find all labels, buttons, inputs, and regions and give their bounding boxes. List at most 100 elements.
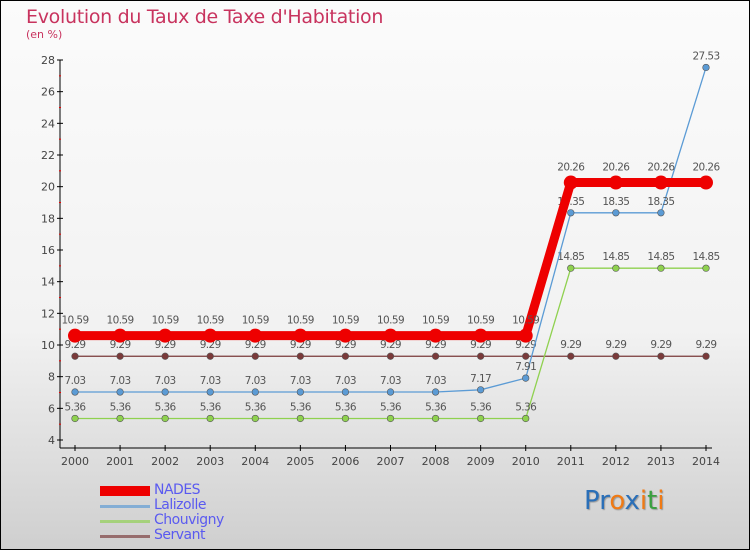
x-tick-label: 2012 bbox=[602, 455, 630, 468]
data-label: 20.26 bbox=[557, 162, 585, 174]
data-point bbox=[563, 175, 578, 190]
series-nades: 10.59 10.59 10.59 10.59 10.59 10.59 10.59 10.59… bbox=[61, 162, 721, 343]
data-point bbox=[612, 352, 620, 360]
data-point bbox=[383, 328, 398, 343]
data-point bbox=[71, 352, 79, 360]
x-tick-label: 2009 bbox=[467, 455, 495, 468]
data-label: 9.29 bbox=[515, 339, 536, 351]
series-chouvigny: 5.36 5.36 5.36 5.36 5.36 5.36 5.36 5.36 5.36 5.36… bbox=[65, 251, 720, 423]
data-point bbox=[206, 414, 214, 423]
data-label: 7.03 bbox=[335, 375, 356, 387]
data-point bbox=[248, 328, 263, 343]
x-tick-label: 2010 bbox=[512, 455, 540, 468]
legend-swatch bbox=[100, 519, 150, 523]
x-tick-label: 2005 bbox=[286, 455, 314, 468]
data-label: 7.03 bbox=[380, 375, 401, 387]
legend-swatch bbox=[100, 504, 150, 508]
data-point bbox=[567, 352, 575, 360]
data-point bbox=[206, 388, 214, 396]
data-label: 9.29 bbox=[65, 339, 86, 351]
chart-subtitle: (en %) bbox=[26, 28, 63, 41]
data-label: 18.35 bbox=[602, 196, 629, 208]
x-tick-label: 2006 bbox=[331, 455, 359, 468]
legend-swatch bbox=[100, 486, 150, 496]
data-point bbox=[341, 388, 350, 396]
data-label: 9.29 bbox=[110, 339, 131, 351]
x-tick-label: 2002 bbox=[151, 455, 179, 468]
data-label: 10.59 bbox=[61, 315, 88, 327]
data-label: 10.59 bbox=[422, 315, 449, 327]
data-point bbox=[657, 209, 665, 217]
y-tick-label: 24 bbox=[41, 117, 55, 130]
data-label: 9.29 bbox=[335, 339, 356, 351]
data-point bbox=[116, 414, 124, 423]
data-label: 9.29 bbox=[650, 339, 671, 351]
data-label: 14.85 bbox=[692, 251, 719, 263]
legend-label: Chouvigny bbox=[154, 512, 224, 528]
data-point bbox=[386, 414, 395, 423]
data-point bbox=[567, 264, 575, 272]
data-label: 20.26 bbox=[647, 162, 675, 174]
data-point bbox=[113, 328, 128, 343]
data-point bbox=[522, 414, 530, 423]
x-tick-label: 2007 bbox=[377, 455, 405, 468]
proxiti-logo: Proxiti bbox=[584, 486, 665, 516]
data-point bbox=[203, 328, 218, 343]
chart-title: Evolution du Taux de Taxe d'Habitation bbox=[26, 6, 384, 28]
data-label: 5.36 bbox=[245, 401, 267, 413]
data-point bbox=[702, 264, 710, 272]
data-point bbox=[431, 352, 440, 360]
x-tick-label: 2013 bbox=[647, 455, 675, 468]
data-label: 5.36 bbox=[65, 401, 87, 413]
data-label: 10.59 bbox=[197, 315, 224, 327]
data-label: 7.03 bbox=[290, 375, 311, 387]
data-label: 27.53 bbox=[692, 50, 719, 62]
y-tick-label: 16 bbox=[41, 244, 55, 257]
data-label: 9.29 bbox=[290, 339, 311, 351]
data-label: 5.36 bbox=[110, 401, 132, 413]
data-point bbox=[657, 264, 665, 272]
data-point bbox=[428, 328, 443, 343]
y-tick-label: 22 bbox=[41, 149, 55, 162]
data-label: 14.85 bbox=[602, 251, 629, 263]
data-point bbox=[608, 175, 623, 190]
data-label: 7.03 bbox=[245, 375, 266, 387]
data-point bbox=[657, 352, 665, 360]
data-label: 9.29 bbox=[155, 339, 176, 351]
data-point bbox=[653, 175, 668, 190]
data-label: 7.03 bbox=[110, 375, 131, 387]
x-tick-label: 2000 bbox=[61, 455, 89, 468]
data-point bbox=[68, 328, 82, 343]
data-point bbox=[296, 388, 304, 396]
data-point bbox=[206, 352, 214, 360]
data-point bbox=[341, 414, 350, 423]
data-point bbox=[161, 352, 169, 360]
data-point bbox=[158, 328, 173, 343]
data-point bbox=[116, 352, 124, 360]
data-label: 10.59 bbox=[377, 315, 404, 327]
data-point bbox=[477, 386, 485, 394]
data-point bbox=[386, 388, 395, 396]
data-label: 7.91 bbox=[515, 361, 536, 373]
data-point bbox=[699, 175, 713, 190]
data-label: 5.36 bbox=[470, 401, 492, 413]
data-point bbox=[518, 328, 533, 343]
data-point bbox=[431, 388, 440, 396]
y-tick-label: 10 bbox=[41, 339, 55, 352]
data-label: 10.59 bbox=[287, 315, 314, 327]
data-label: 18.35 bbox=[647, 196, 674, 208]
data-point bbox=[338, 328, 353, 343]
data-point bbox=[522, 374, 530, 382]
series-servant: 9.29 9.29 9.29 9.29 9.29 9.29 9.29 9.29 9.29 9.29… bbox=[65, 339, 717, 360]
y-tick-label: 14 bbox=[41, 276, 55, 289]
data-label: 9.29 bbox=[605, 339, 626, 351]
data-point bbox=[251, 414, 259, 423]
data-label: 9.29 bbox=[380, 339, 401, 351]
data-label: 14.85 bbox=[647, 251, 674, 263]
data-label: 10.59 bbox=[512, 315, 539, 327]
y-tick-label: 12 bbox=[41, 307, 55, 320]
data-label: 10.59 bbox=[107, 315, 134, 327]
data-label: 9.29 bbox=[470, 339, 491, 351]
x-tick-label: 2008 bbox=[422, 455, 450, 468]
